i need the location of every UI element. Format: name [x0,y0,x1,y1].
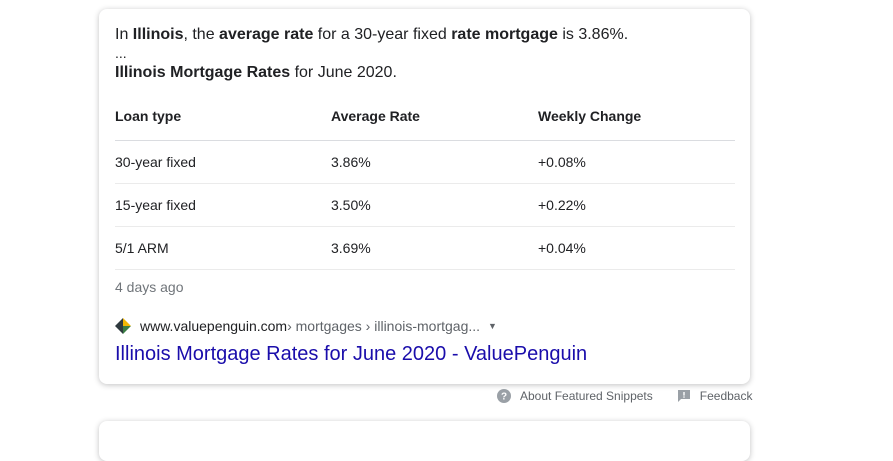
chevron-down-icon[interactable]: ▼ [488,321,497,331]
result-title-link[interactable]: Illinois Mortgage Rates for June 2020 - … [115,343,588,365]
table-row: 30-year fixed 3.86% +0.08% [115,140,735,184]
column-header-average-rate: Average Rate [331,93,538,141]
snippet-date: 4 days ago [115,279,184,295]
snippet-bold-term: Illinois [132,26,184,43]
weekly-change-cell: +0.22% [538,183,735,227]
feedback-label: Feedback [699,389,753,403]
next-result-card [99,421,750,461]
weekly-change-cell: +0.04% [538,226,735,270]
table-row: 5/1 ARM 3.69% +0.04% [115,226,735,270]
result-source[interactable]: www.valuepenguin.com › mortgages › illin… [115,318,497,334]
table-row: 15-year fixed 3.50% +0.22% [115,183,735,227]
source-domain[interactable]: www.valuepenguin.com [140,318,288,334]
snippet-heading-rest: for June 2020. [290,64,397,81]
snippet-heading-bold: Illinois Mortgage Rates [115,64,291,81]
loan-type-cell: 15-year fixed [115,183,331,227]
snippet-footer: ? About Featured Snippets Feedback [497,389,752,403]
snippet-bold-term: average rate [219,26,314,43]
average-rate-cell: 3.50% [331,183,538,227]
column-header-loan-type: Loan type [115,93,331,141]
featured-snippet-card: In Illinois, the average rate for a 30-y… [99,9,750,384]
loan-type-cell: 30-year fixed [115,140,331,184]
average-rate-cell: 3.86% [331,140,538,184]
mortgage-rates-table: Loan type Average Rate Weekly Change 30-… [115,93,735,270]
table-header-row: Loan type Average Rate Weekly Change [115,93,735,141]
about-featured-snippets-link[interactable]: ? About Featured Snippets [497,389,653,403]
snippet-text: In Illinois, the average rate for a 30-y… [115,25,628,45]
feedback-flag-icon [677,389,691,403]
feedback-link[interactable]: Feedback [677,389,753,403]
snippet-ellipsis: ... [115,45,127,61]
average-rate-cell: 3.69% [331,226,538,270]
help-circle-icon: ? [497,389,511,403]
weekly-change-cell: +0.08% [538,140,735,184]
loan-type-cell: 5/1 ARM [115,226,331,270]
snippet-text-part: , the [183,26,220,43]
svg-text:?: ? [501,392,507,403]
valuepenguin-logo-icon [115,318,131,334]
column-header-weekly-change: Weekly Change [538,93,735,141]
snippet-text-part: for a 30-year fixed [313,26,452,43]
snippet-text-part: In [115,26,133,43]
snippet-text-part: is 3.86%. [557,26,629,43]
source-breadcrumb: › mortgages › illinois-mortgag... [287,318,481,334]
snippet-heading: Illinois Mortgage Rates for June 2020. [115,63,397,83]
about-featured-snippets-label: About Featured Snippets [520,389,653,403]
snippet-bold-term: rate mortgage [451,26,558,43]
